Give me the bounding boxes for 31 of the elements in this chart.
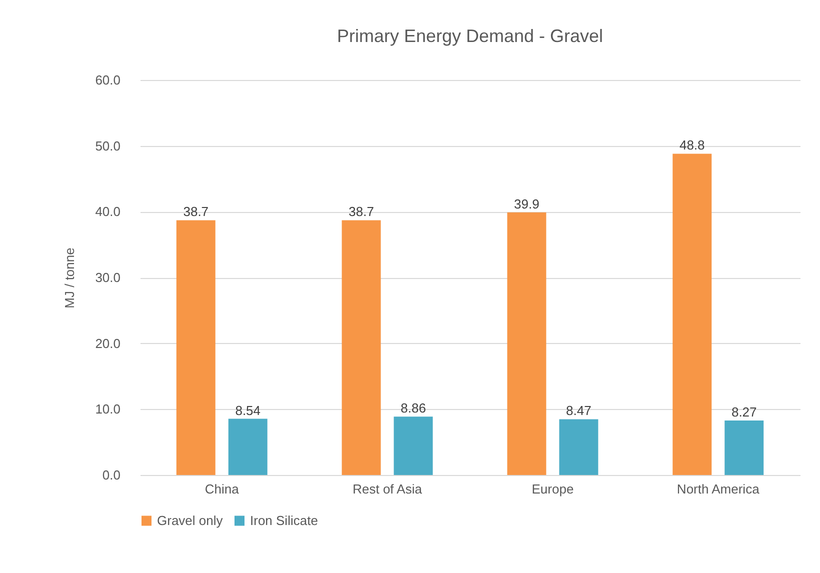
data-label: 8.54 [235, 402, 261, 418]
y-tick-label: 40.0 [95, 204, 120, 220]
y-tick-label: 30.0 [95, 270, 120, 285]
bar [394, 416, 433, 475]
legend-label: Iron Silicate [250, 512, 318, 528]
x-tick-label: China [204, 482, 240, 496]
y-tick-label: 50.0 [95, 138, 120, 154]
data-label: 38.7 [183, 204, 209, 220]
bar [342, 220, 381, 475]
data-label: 48.8 [679, 138, 705, 153]
data-label: 38.7 [348, 204, 374, 220]
y-tick-label: 60.0 [95, 72, 120, 88]
chart-title: Primary Energy Demand - Gravel [336, 26, 604, 46]
data-label: 8.86 [400, 400, 426, 416]
legend-label: Gravel only [157, 512, 224, 528]
data-label: 39.9 [514, 196, 540, 212]
y-axis-title: MJ / tonne [62, 248, 78, 308]
y-tick-label: 20.0 [95, 336, 120, 351]
data-label: 8.27 [731, 404, 757, 420]
x-tick-label: Rest of Asia [352, 482, 423, 496]
x-tick-label: North America [676, 482, 760, 496]
bar [724, 420, 764, 475]
bar [672, 154, 712, 475]
bar [228, 418, 268, 475]
bar [559, 419, 598, 475]
bar [507, 212, 546, 475]
y-tick-label: 0.0 [102, 468, 120, 482]
data-label: 8.47 [566, 403, 592, 418]
bar [176, 220, 216, 475]
x-tick-label: Europe [532, 482, 574, 496]
y-tick-label: 10.0 [95, 402, 120, 417]
